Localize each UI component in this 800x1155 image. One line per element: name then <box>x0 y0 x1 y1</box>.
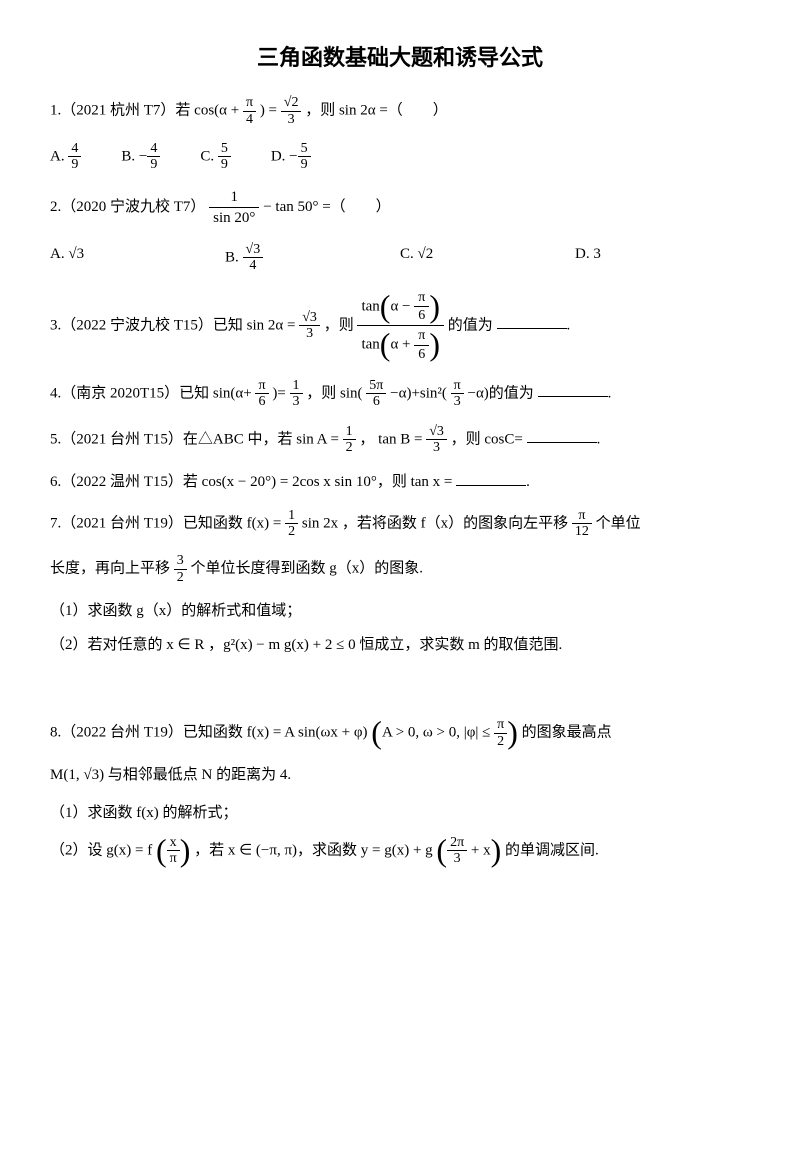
q7-pre: 7.（2021 台州 T19）已知函数 f(x) = <box>50 515 285 531</box>
q3-mid: ，则 <box>324 317 358 333</box>
problem-3: 3.（2022 宁波九校 T15）已知 sin 2α = √33 ，则 tan(… <box>50 288 750 365</box>
q1-opt-b: B. −49 <box>121 141 160 173</box>
q1-options: A. 49 B. −49 C. 59 D. −59 <box>50 141 750 173</box>
q1-mid1: ) = <box>260 103 281 119</box>
q7-m1: sin 2x ，若将函数 f（x）的图象向左平移 <box>302 515 572 531</box>
q5-post: ，则 cosC= <box>451 431 523 447</box>
q8-post: 的图象最高点 <box>522 725 612 741</box>
q1-opt-c: C. 59 <box>200 141 231 173</box>
q3-pre: 3.（2022 宁波九校 T15）已知 sin 2α = <box>50 317 299 333</box>
problem-8: 8.（2022 台州 T19）已知函数 f(x) = A sin(ωx + φ)… <box>50 717 750 749</box>
q1-opt-d: D. −59 <box>271 141 311 173</box>
q4-m3: −α)+sin²( <box>390 385 447 401</box>
q7-sub1: （1）求函数 g（x）的解析式和值域； <box>50 599 750 623</box>
q7-sub2: （2）若对任意的 x ∈ R ，g²(x) − m g(x) + 2 ≤ 0 恒… <box>50 633 750 657</box>
q2-opt-b: B. √34 <box>225 242 400 274</box>
q4-blank <box>538 381 608 397</box>
problem-8-line2: M(1, √3) 与相邻最低点 N 的距离为 4. <box>50 763 750 787</box>
q3-post: 的值为 <box>448 317 493 333</box>
q2-opt-a: A. √3 <box>50 242 225 274</box>
q1-mid2: ，则 sin 2α =（ ） <box>305 103 448 119</box>
q2-post: − tan 50° =（ ） <box>263 199 391 215</box>
q1-pre: 1.（2021 杭州 T7）若 cos(α + <box>50 103 243 119</box>
problem-2: 2.（2020 宁波九校 T7） 1sin 20° − tan 50° =（ ） <box>50 187 750 228</box>
q8-sub2: （2）设 g(x) = f (xπ) ，若 x ∈ (−π, π)，求函数 y … <box>50 835 750 867</box>
problem-7: 7.（2021 台州 T19）已知函数 f(x) = 12 sin 2x ，若将… <box>50 508 750 540</box>
q5-m1: ， tan B = <box>359 431 426 447</box>
q1-frac1: π4 <box>243 95 256 127</box>
q2-pre: 2.（2020 宁波九校 T7） <box>50 199 205 215</box>
q8-pre: 8.（2022 台州 T19）已知函数 f(x) = A sin(ωx + φ) <box>50 725 368 741</box>
q3-blank <box>497 313 567 329</box>
q8-cond: A > 0, ω > 0, |φ| ≤ <box>382 725 494 741</box>
problem-1: 1.（2021 杭州 T7）若 cos(α + π4 ) = √23 ，则 si… <box>50 95 750 127</box>
q1-opt-a: A. 49 <box>50 141 81 173</box>
page-title: 三角函数基础大题和诱导公式 <box>50 40 750 75</box>
q5-pre: 5.（2021 台州 T15）在△ABC 中，若 sin A = <box>50 431 343 447</box>
q4-m1: )= <box>272 385 285 401</box>
problem-6: 6.（2022 温州 T15）若 cos(x − 20°) = 2cos x s… <box>50 470 750 494</box>
q1-frac2: √23 <box>281 95 302 127</box>
q2-options: A. √3 B. √34 C. √2 D. 3 <box>50 242 750 274</box>
q4-pre: 4.（南京 2020T15）已知 sin(α+ <box>50 385 252 401</box>
q7-m2: 个单位 <box>596 515 641 531</box>
q6-blank <box>456 470 526 486</box>
q2-frac: 1sin 20° <box>209 187 259 228</box>
q2-opt-c: C. √2 <box>400 242 575 274</box>
q4-m4: −α)的值为 <box>467 385 533 401</box>
q7-line2b: 个单位长度得到函数 g（x）的图象. <box>191 561 424 577</box>
q7-line2a: 长度，再向上平移 <box>50 561 174 577</box>
q2-opt-d: D. 3 <box>575 242 750 274</box>
q5-blank <box>527 427 597 443</box>
q6-text: 6.（2022 温州 T15）若 cos(x − 20°) = 2cos x s… <box>50 474 456 490</box>
q4-m2: ，则 sin( <box>306 385 362 401</box>
problem-5: 5.（2021 台州 T15）在△ABC 中，若 sin A = 12 ， ta… <box>50 424 750 456</box>
q3-bigfrac: tan(α − π6) tan(α + π6) <box>357 288 444 365</box>
q8-sub1: （1）求函数 f(x) 的解析式； <box>50 801 750 825</box>
q3-frac1: √33 <box>299 310 320 342</box>
problem-7-line2: 长度，再向上平移 32 个单位长度得到函数 g（x）的图象. <box>50 553 750 585</box>
problem-4: 4.（南京 2020T15）已知 sin(α+ π6 )= 13 ，则 sin(… <box>50 378 750 410</box>
